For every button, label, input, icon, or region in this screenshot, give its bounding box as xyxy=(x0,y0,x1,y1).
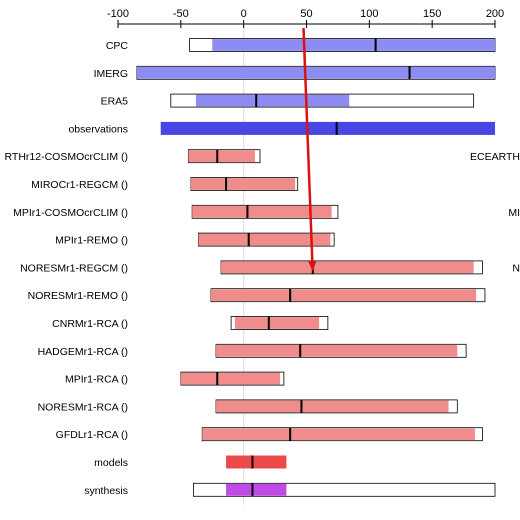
row-label: models xyxy=(94,457,128,469)
right-edge-labels: ECEARTH MI N xyxy=(470,151,520,274)
row-noresmr1-regcm: NORESMr1-REGCM () xyxy=(20,260,483,274)
x-tick-label: 100 xyxy=(360,8,378,20)
inner-range-bar xyxy=(210,289,477,302)
row-label: CPC xyxy=(106,40,129,52)
row-models: models xyxy=(94,455,287,469)
row-label: IMERG xyxy=(94,68,128,80)
right-edge-label: N xyxy=(512,262,520,274)
row-mpir1-cosmocrclim: MPIr1-COSMOcrCLIM () xyxy=(13,204,339,219)
inner-range-bar xyxy=(216,344,458,357)
inner-range-bar xyxy=(221,261,474,274)
x-tick-label: 150 xyxy=(423,8,441,20)
inner-range-bar xyxy=(202,428,475,441)
row-cnrmr1-rca: CNRMr1-RCA () xyxy=(52,316,329,330)
row-label: synthesis xyxy=(84,485,128,497)
row-label: observations xyxy=(68,123,128,135)
row-label: NORESMr1-RCA () xyxy=(38,401,128,413)
x-tick-label: 200 xyxy=(486,8,504,20)
row-label: ERA5 xyxy=(101,96,129,108)
x-axis: -100 -50 0 50 100 150 200 xyxy=(107,8,504,28)
right-edge-label: MI xyxy=(508,207,520,219)
row-label: NORESMr1-REGCM () xyxy=(20,262,128,274)
row-label: MPIr1-COSMOcrCLIM () xyxy=(13,207,128,219)
inner-range-bar xyxy=(195,94,350,107)
inner-range-bar xyxy=(198,233,331,246)
x-tick-label: -50 xyxy=(173,8,189,20)
row-imerg: IMERG xyxy=(94,65,496,80)
x-tick-label: 50 xyxy=(300,8,312,20)
row-rthr12-cosmocrclim: RTHr12-COSMOcrCLIM () xyxy=(5,149,261,163)
inner-range-bar xyxy=(190,178,296,190)
row-label: RTHr12-COSMOcrCLIM () xyxy=(5,151,128,163)
inner-range-bar xyxy=(226,483,287,496)
row-label: MPIr1-RCA () xyxy=(65,374,128,386)
inner-range-bar xyxy=(216,400,449,413)
row-mpir1-rca: MPIr1-RCA () xyxy=(65,371,285,386)
row-label: MIROCr1-REGCM () xyxy=(31,179,128,191)
inner-range-bar xyxy=(212,39,495,51)
red-arrow xyxy=(302,27,317,272)
row-noresmr1-remo: NORESMr1-REMO () xyxy=(28,288,486,302)
row-label: CNRMr1-RCA () xyxy=(52,318,128,330)
inner-range-bar xyxy=(192,205,332,218)
row-label: NORESMr1-REMO () xyxy=(28,290,128,302)
row-hadgemr1-rca: HADGEMr1-RCA () xyxy=(38,343,467,358)
inner-range-bar xyxy=(136,66,495,79)
right-edge-label: ECEARTH xyxy=(470,151,520,163)
inner-range-bar xyxy=(160,121,495,135)
row-noresmr1-rca: NORESMr1-RCA () xyxy=(38,399,458,413)
rows: CPC IMERG ERA5 observations RTHr12-COSMOcrCL… xyxy=(5,38,496,497)
row-cpc: CPC xyxy=(106,38,496,52)
inner-range-bar xyxy=(188,150,255,163)
x-tick-label: -100 xyxy=(107,8,129,20)
row-label: MPIr1-REMO () xyxy=(55,235,128,247)
inner-range-bar xyxy=(226,455,287,469)
inner-range-bar xyxy=(234,317,320,329)
row-era5: ERA5 xyxy=(101,93,475,108)
x-tick-label: 0 xyxy=(241,8,247,20)
row-label: HADGEMr1-RCA () xyxy=(38,346,128,358)
row-synthesis: synthesis xyxy=(84,482,496,497)
row-mpir1-remo: MPIr1-REMO () xyxy=(55,232,335,247)
inner-range-bar xyxy=(180,372,281,385)
row-gfdlr1-rca: GFDLr1-RCA () xyxy=(56,427,483,441)
row-mirocr1-regcm: MIROCr1-REGCM () xyxy=(31,177,299,191)
row-observations: observations xyxy=(68,121,495,135)
row-label: GFDLr1-RCA () xyxy=(56,429,128,441)
